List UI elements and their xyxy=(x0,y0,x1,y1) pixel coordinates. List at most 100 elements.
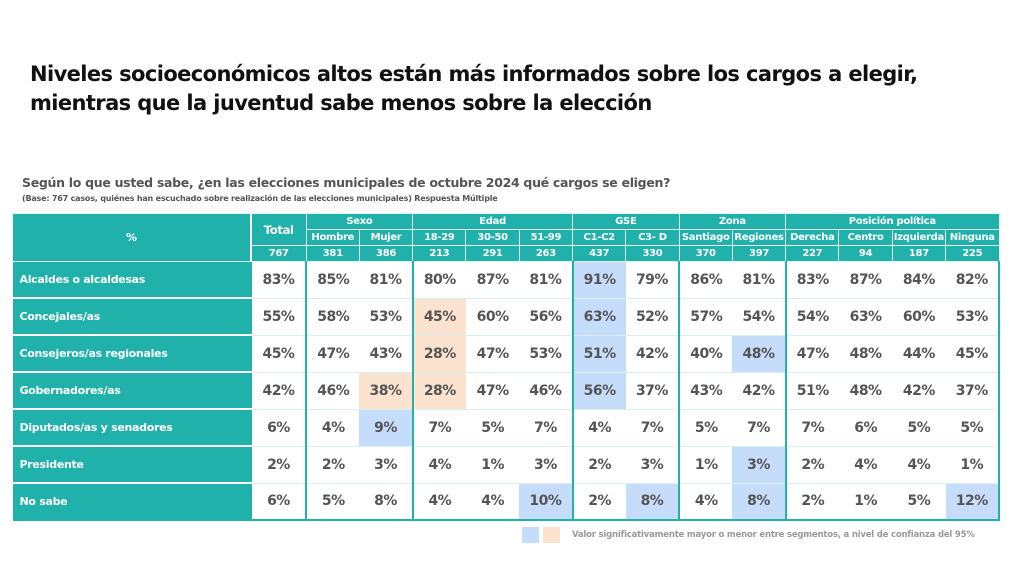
table-cell: 83% xyxy=(784,261,839,299)
table-cell: 42% xyxy=(892,371,946,410)
table-cell: 7% xyxy=(625,408,680,447)
header-column: Mujer xyxy=(358,229,414,246)
header-column-n: 370 xyxy=(678,245,733,262)
header-column: 51-99 xyxy=(518,229,574,246)
page-title: Niveles socioeconómicos altos están más … xyxy=(30,60,918,118)
table-cell: 6% xyxy=(249,408,307,447)
table-cell: 60% xyxy=(465,297,520,336)
header-column: Derecha xyxy=(785,229,840,246)
header-total-n: 767 xyxy=(250,245,307,262)
table-cell: 3% xyxy=(625,445,680,484)
table-cell: 4% xyxy=(892,445,946,484)
table-cell: 80% xyxy=(411,261,466,299)
table-cell: 48% xyxy=(838,334,893,373)
table-cell: 37% xyxy=(945,371,1001,410)
table-cell: 4% xyxy=(571,408,626,447)
header-column-n: 330 xyxy=(625,245,680,262)
header-column: Centro xyxy=(838,229,893,246)
table-cell: 45% xyxy=(411,297,466,336)
table-cell: 60% xyxy=(892,297,946,336)
table-cell: 2% xyxy=(571,445,626,484)
header-column: C3- D xyxy=(625,229,680,246)
table-cell: 3% xyxy=(519,445,573,484)
header-group: Edad xyxy=(412,213,574,230)
table-cell: 2% xyxy=(784,482,839,521)
table-cell: 54% xyxy=(784,297,839,336)
table-cell: 5% xyxy=(892,482,946,521)
table-cell: 8% xyxy=(625,482,680,521)
table-cell: 81% xyxy=(732,261,786,299)
table-cell: 12% xyxy=(945,482,1001,521)
table-cell: 43% xyxy=(678,371,733,410)
table-cell: 1% xyxy=(945,445,1001,484)
table-cell: 51% xyxy=(571,334,626,373)
table-cell: 83% xyxy=(249,261,307,299)
table-cell: 4% xyxy=(465,482,520,521)
header-column-n: 381 xyxy=(305,245,360,262)
header-group: Zona xyxy=(678,213,787,230)
table-cell: 56% xyxy=(571,371,626,410)
table-cell: 28% xyxy=(411,334,466,373)
table-cell: 44% xyxy=(892,334,946,373)
legend-text: Valor significativamente mayor o menor e… xyxy=(572,530,975,540)
table-cell: 87% xyxy=(838,261,893,299)
header-column: 30-50 xyxy=(465,229,520,246)
table-cell: 86% xyxy=(678,261,733,299)
table-cell: 43% xyxy=(359,334,413,373)
row-label: Presidente xyxy=(12,445,251,484)
survey-question: Según lo que usted sabe, ¿en las eleccio… xyxy=(22,175,671,190)
table-cell: 3% xyxy=(359,445,413,484)
header-column: C1-C2 xyxy=(572,229,627,246)
title-line-2: mientras que la juventud sabe menos sobr… xyxy=(30,91,652,115)
table-cell: 81% xyxy=(519,261,573,299)
table-cell: 40% xyxy=(678,334,733,373)
table-cell: 53% xyxy=(359,297,413,336)
table-cell: 82% xyxy=(945,261,1001,299)
table-cell: 6% xyxy=(249,482,307,521)
table-row: No sabe 6% 5% 8% 4% 4% 10% 2% 8% 4% 8% 2% 1% 5% 12% xyxy=(12,482,1001,521)
table-cell: 63% xyxy=(838,297,893,336)
table-cell: 5% xyxy=(465,408,520,447)
header-column-n: 386 xyxy=(358,245,414,262)
table-cell: 55% xyxy=(249,297,307,336)
table-cell: 4% xyxy=(838,445,893,484)
table-cell: 63% xyxy=(571,297,626,336)
table-cell: 2% xyxy=(571,482,626,521)
legend-blue-swatch xyxy=(522,527,539,543)
table-cell: 58% xyxy=(305,297,360,336)
table-cell: 45% xyxy=(945,334,1001,373)
table-cell: 47% xyxy=(465,334,520,373)
header-group: Posición política xyxy=(785,213,1000,230)
header-column: Ninguna xyxy=(945,229,1000,246)
table-cell: 48% xyxy=(838,371,893,410)
table-cell: 47% xyxy=(305,334,360,373)
legend-orange-swatch xyxy=(543,527,560,543)
header-column-n: 263 xyxy=(518,245,574,262)
table-cell: 7% xyxy=(732,408,786,447)
row-label: Concejales/as xyxy=(12,297,251,336)
table-cell: 10% xyxy=(519,482,573,521)
table-cell: 56% xyxy=(519,297,573,336)
header-column-n: 227 xyxy=(785,245,840,262)
header-group: Sexo xyxy=(305,213,414,230)
table-cell: 5% xyxy=(945,408,1001,447)
header-column-n: 437 xyxy=(572,245,627,262)
table-cell: 45% xyxy=(249,334,307,373)
header-column: Izquierda xyxy=(891,229,947,246)
table-cell: 4% xyxy=(411,482,466,521)
table-cell: 47% xyxy=(784,334,839,373)
header-column-n: 187 xyxy=(891,245,947,262)
table-cell: 46% xyxy=(519,371,573,410)
header-column-n: 94 xyxy=(838,245,893,262)
table-cell: 85% xyxy=(305,261,360,299)
table-row: Consejeros/as regionales 45% 47% 43% 28% 47% 5… xyxy=(12,334,1001,373)
table-cell: 3% xyxy=(732,445,786,484)
table-cell: 28% xyxy=(411,371,466,410)
header-column-n: 225 xyxy=(945,245,1000,262)
table-cell: 4% xyxy=(411,445,466,484)
table-cell: 1% xyxy=(678,445,733,484)
header-group: GSE xyxy=(572,213,680,230)
table-cell: 91% xyxy=(571,261,626,299)
header-column: 18-29 xyxy=(412,229,467,246)
table-row: Diputados/as y senadores 6% 4% 9% 7% 5% 7% 4% 7%… xyxy=(12,408,1001,447)
